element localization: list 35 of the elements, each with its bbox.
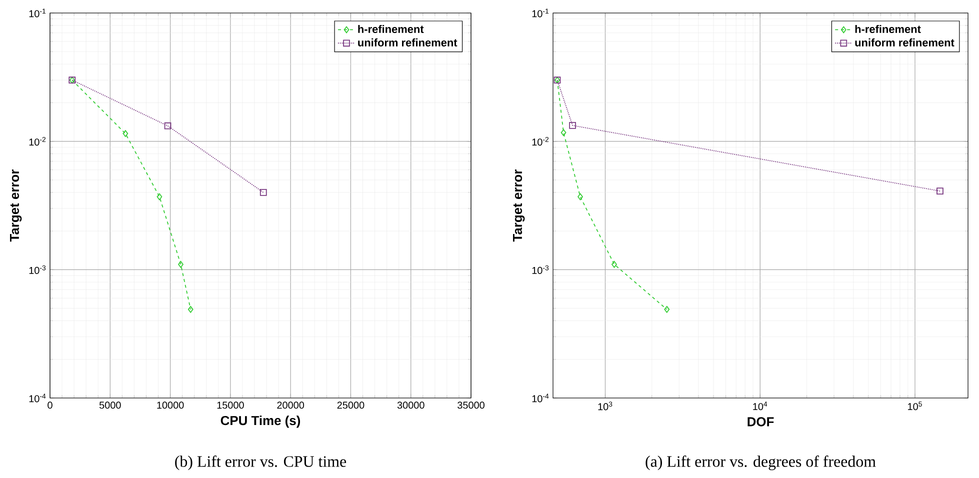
point: [122, 130, 128, 137]
x-tick-label: 10$^{4}$: [753, 402, 768, 410]
text: (b) Lift error vs. CPU time: [175, 456, 346, 470]
legend-label: h-refinement: [358, 24, 424, 34]
x-tick-label: 5000: [99, 402, 121, 409]
x-tick-label: 35000: [458, 402, 484, 409]
x-tick-label: 30000: [397, 402, 424, 409]
x-tick-label: 10000: [157, 402, 184, 409]
point: [164, 122, 172, 130]
y-tick-label: 10$^{-1}$: [29, 8, 46, 18]
x-tick-label: 10$^{3}$: [598, 402, 612, 410]
text: (a) Lift error vs. degrees of freedom: [646, 456, 876, 470]
x-tick-label: 20000: [277, 402, 304, 409]
y-tick-label: 10$^{-3}$: [532, 265, 549, 274]
legend-label: uniform refinement: [358, 38, 458, 46]
y-axis-title: Target error: [513, 169, 525, 242]
point: [178, 260, 184, 268]
y-tick-label: 10$^{-2}$: [29, 137, 46, 146]
legend-label: h-refinement: [855, 24, 921, 34]
point: [188, 306, 194, 313]
x-tick-label: 0: [48, 402, 52, 409]
x-axis-title: DOF: [748, 417, 774, 426]
y-tick-label: 10$^{-2}$: [532, 137, 549, 146]
x-axis-title: CPU Time (s): [220, 416, 300, 428]
point: [260, 188, 267, 196]
legend-label: uniform refinement: [855, 38, 954, 46]
y-tick-label: 10$^{-4}$: [532, 394, 549, 402]
x-tick-label: 15000: [217, 402, 244, 409]
y-tick-label: 10$^{-4}$: [29, 394, 46, 402]
x-tick-label: 25000: [337, 402, 364, 409]
point: [156, 193, 162, 200]
y-axis-title: Target error: [10, 169, 22, 242]
y-tick-label: 10$^{-1}$: [532, 8, 549, 18]
y-tick-label: 10$^{-3}$: [29, 265, 46, 274]
x-tick-label: 10$^{5}$: [908, 402, 922, 410]
